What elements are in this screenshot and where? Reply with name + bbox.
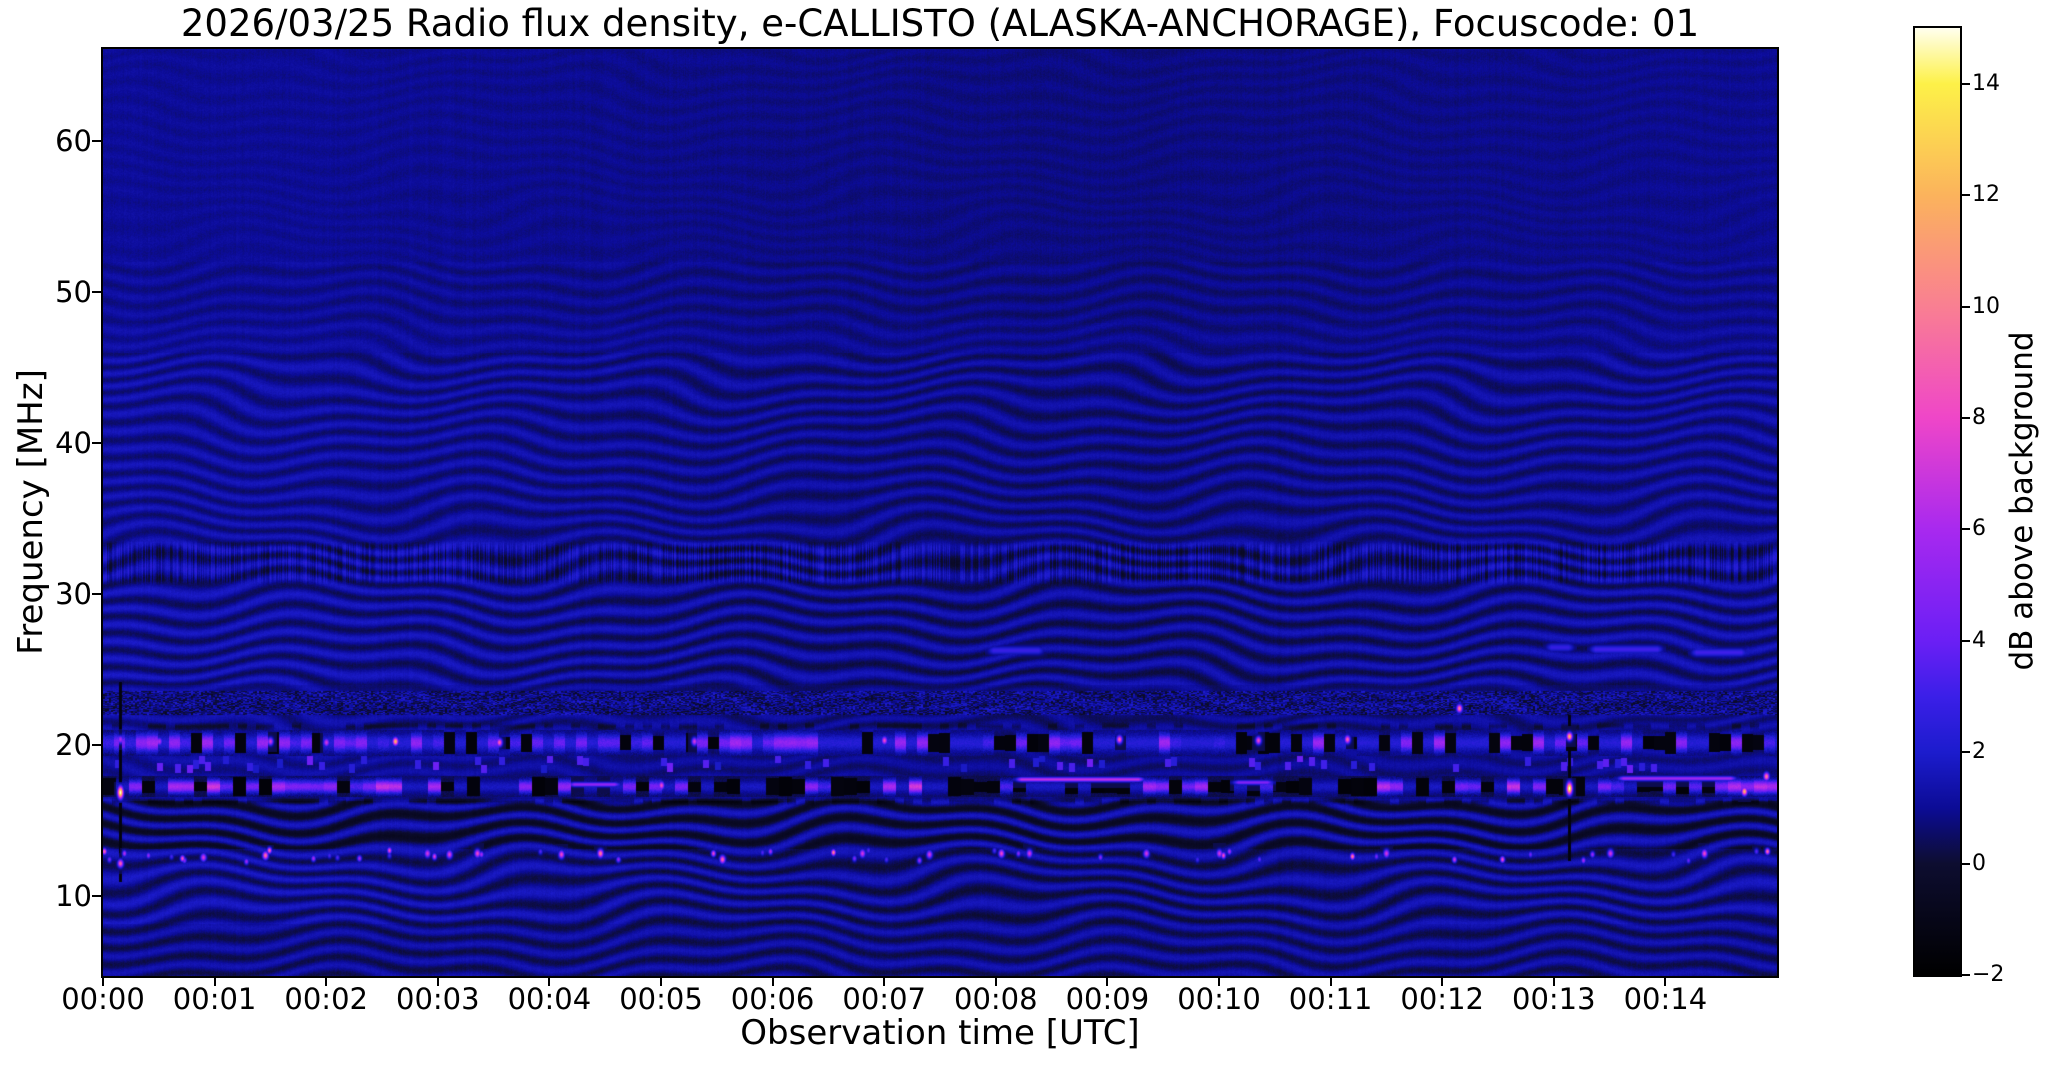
y-tick-mark (92, 291, 101, 294)
x-tick-label: 00:12 (1400, 982, 1484, 1016)
x-tick-mark (1218, 977, 1220, 986)
y-tick-mark (92, 744, 101, 747)
x-tick-label: 00:08 (954, 982, 1038, 1016)
x-tick-mark (325, 977, 328, 986)
colorbar-tick-mark (1962, 751, 1970, 754)
colorbar-gradient (1915, 28, 1960, 975)
x-tick-mark (213, 977, 216, 986)
x-tick-label: 00:06 (730, 982, 815, 1016)
colorbar-tick-label: 10 (1972, 293, 2000, 319)
y-tick-label: 40 (55, 426, 92, 461)
plot-area (101, 47, 1779, 978)
colorbar-tick-mark (1962, 974, 1970, 976)
y-tick-mark (92, 140, 101, 143)
colorbar-tick-label: 8 (1972, 404, 1986, 430)
chart-title: 2026/03/25 Radio flux density, e-CALLIST… (180, 2, 1700, 45)
x-tick-label: 00:14 (1623, 982, 1708, 1016)
y-tick-label: 30 (55, 577, 92, 612)
x-axis-label: Observation time [UTC] (740, 1013, 1140, 1053)
colorbar-tick-label: 4 (1972, 627, 1986, 653)
y-tick-label: 10 (55, 879, 92, 914)
x-tick-mark (660, 977, 662, 986)
colorbar-tick-mark (1962, 305, 1970, 308)
y-tick-mark (92, 442, 101, 445)
x-tick-label: 00:05 (619, 982, 703, 1016)
x-tick-label: 00:01 (172, 982, 257, 1016)
colorbar-tick-mark (1962, 82, 1970, 85)
colorbar-label: dB above background (2004, 331, 2040, 671)
x-tick-mark (771, 977, 774, 986)
colorbar-tick-label: 0 (1972, 850, 1986, 876)
x-tick-label: 00:00 (61, 982, 145, 1016)
x-tick-mark (1552, 977, 1555, 986)
y-tick-mark (92, 593, 101, 596)
x-tick-label: 00:13 (1512, 982, 1596, 1016)
x-tick-mark (548, 977, 551, 986)
y-axis-label: Frequency [MHz] (11, 369, 51, 655)
colorbar-tick-mark (1962, 194, 1970, 197)
colorbar-tick-label: 12 (1972, 182, 2000, 208)
colorbar-tick-mark (1962, 528, 1970, 531)
x-tick-label: 00:10 (1177, 982, 1261, 1016)
colorbar-tick-mark (1962, 639, 1970, 642)
x-tick-mark (1441, 977, 1444, 986)
x-tick-mark (1664, 977, 1667, 986)
x-tick-label: 00:11 (1288, 982, 1373, 1016)
x-tick-label: 00:09 (1065, 982, 1150, 1016)
x-tick-mark (1106, 977, 1109, 986)
x-tick-mark (994, 977, 997, 986)
spectrogram-heatmap (103, 49, 1777, 976)
y-tick-label: 20 (55, 728, 92, 763)
y-tick-mark (92, 895, 101, 898)
x-tick-mark (883, 977, 886, 986)
colorbar-tick-mark (1962, 416, 1970, 419)
colorbar-tick-label: −2 (1972, 962, 2005, 987)
x-tick-mark (436, 977, 439, 986)
x-tick-label: 00:02 (284, 982, 368, 1016)
y-tick-label: 60 (55, 124, 92, 159)
y-tick-label: 50 (55, 275, 92, 310)
colorbar-tick-label: 14 (1972, 70, 2000, 96)
colorbar-tick-mark (1962, 862, 1970, 865)
x-tick-label: 00:04 (507, 982, 592, 1016)
x-tick-mark (1329, 977, 1332, 986)
colorbar-tick-label: 6 (1972, 516, 1986, 542)
x-tick-mark (102, 977, 104, 986)
x-tick-label: 00:03 (396, 982, 480, 1016)
colorbar-tick-label: 2 (1972, 739, 1986, 765)
colorbar (1913, 26, 1962, 977)
x-tick-label: 00:07 (842, 982, 926, 1016)
